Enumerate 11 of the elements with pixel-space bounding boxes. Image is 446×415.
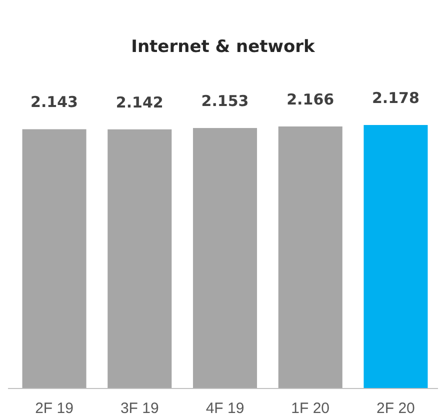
x-tick-label: 1F 20 xyxy=(291,400,330,415)
data-label: 2.178 xyxy=(372,89,420,107)
x-tick-label: 3F 19 xyxy=(120,400,159,415)
x-tick-label: 2F 20 xyxy=(376,400,415,415)
x-tick-label: 2F 19 xyxy=(35,400,74,415)
data-label: 2.153 xyxy=(201,92,249,110)
data-label: 2.166 xyxy=(286,90,334,108)
chart-title: Internet & network xyxy=(131,37,316,57)
data-label: 2.143 xyxy=(30,93,78,112)
data-label: 2.142 xyxy=(116,93,164,112)
x-tick-label: 4F 19 xyxy=(206,400,244,415)
